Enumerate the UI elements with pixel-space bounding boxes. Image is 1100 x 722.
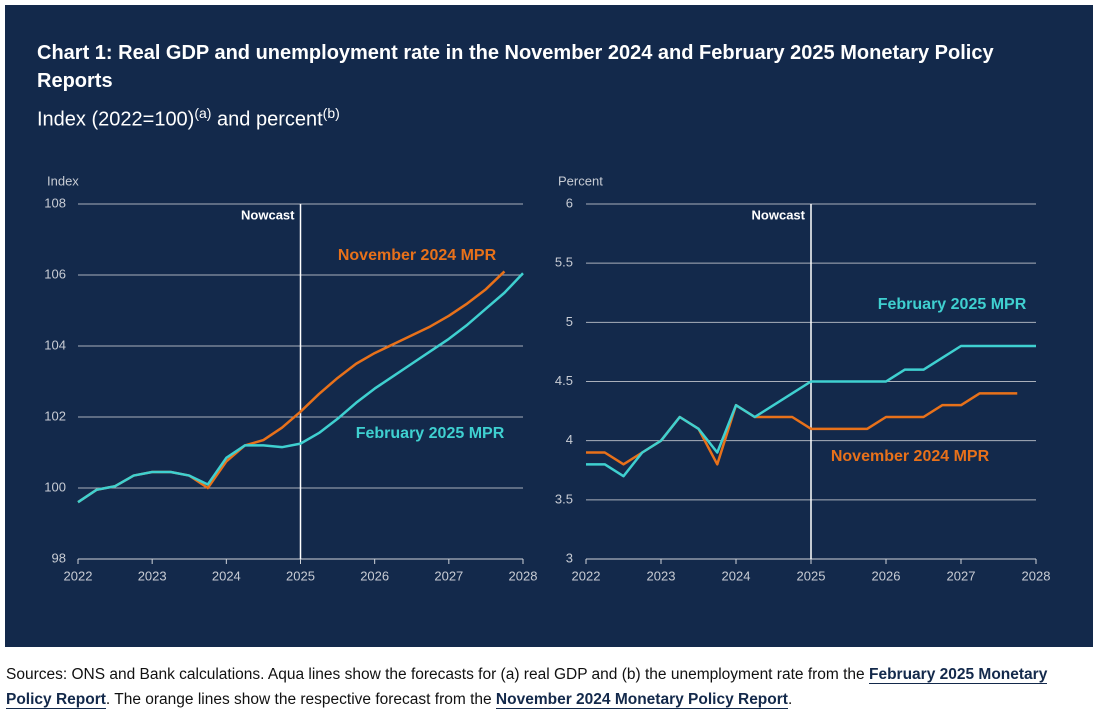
series-line	[586, 344, 1036, 478]
x-tick-label: 2027	[947, 568, 976, 583]
x-tick-label: 2024	[212, 568, 241, 583]
series-line	[77, 272, 524, 504]
report-link[interactable]: November 2024 Monetary Policy Report	[495, 691, 788, 709]
y-tick-label: 108	[44, 195, 66, 210]
y-axis-label: Percent	[558, 173, 603, 188]
series-label: February 2025 MPR	[356, 425, 505, 442]
x-tick-label: 2024	[722, 568, 751, 583]
y-axis-label: Index	[47, 173, 79, 188]
charts: Index 98 100 102 104 106 108 2022 2023 2024 2025 20…	[44, 173, 1051, 583]
y-tick-label: 6	[566, 195, 573, 210]
sources-text: . The orange lines show the respective f…	[105, 691, 496, 708]
x-tick-label: 2026	[872, 568, 901, 583]
series-label: November 2024 MPR	[338, 247, 497, 264]
y-tick-label: 104	[44, 337, 66, 352]
x-tick-label: 2028	[509, 568, 538, 583]
subtitle-note: (b)	[322, 105, 340, 121]
x-tick-label: 2022	[572, 568, 601, 583]
x-tick-label: 2025	[286, 568, 315, 583]
x-tick-label: 2026	[360, 568, 389, 583]
y-tick-label: 5	[566, 314, 573, 329]
y-tick-label: 4.5	[555, 373, 573, 388]
series-line	[77, 270, 506, 504]
x-tick-label: 2022	[64, 568, 93, 583]
y-tick-label: 3	[566, 550, 573, 565]
chart-title: Chart 1: Real GDP and unemployment rate …	[37, 42, 994, 92]
x-tick-label: 2023	[138, 568, 167, 583]
x-tick-label: 2027	[434, 568, 463, 583]
subtitle-note: (a)	[194, 105, 212, 121]
y-tick-label: 98	[52, 550, 66, 565]
chart-subtitle: Index (2022=100)(a) and percent(b)	[37, 105, 340, 132]
nowcast-label: Nowcast	[241, 207, 295, 222]
y-tick-label: 5.5	[555, 255, 573, 270]
sources: Sources: ONS and Bank calculations. Aqua…	[6, 662, 1086, 712]
y-tick-label: 4	[566, 432, 573, 447]
series-label: November 2024 MPR	[831, 448, 990, 465]
nowcast-label: Nowcast	[752, 207, 806, 222]
series-label: February 2025 MPR	[878, 296, 1027, 313]
sources-text: .	[787, 691, 793, 708]
y-tick-label: 106	[44, 266, 66, 281]
y-tick-label: 100	[44, 479, 66, 494]
x-tick-label: 2025	[797, 568, 826, 583]
x-tick-label: 2028	[1022, 568, 1051, 583]
sources-text: Sources: ONS and Bank calculations. Aqua…	[6, 666, 869, 683]
y-tick-label: 102	[44, 408, 66, 423]
subtitle-text: and percent	[211, 108, 323, 131]
chart-panel: Chart 1: Real GDP and unemployment rate …	[5, 5, 1093, 647]
report-link[interactable]: February 2025 Monetary Policy Report	[6, 666, 1048, 709]
subtitle-text: Index (2022=100)	[37, 108, 195, 131]
y-tick-label: 3.5	[555, 491, 573, 506]
x-tick-label: 2023	[647, 568, 676, 583]
